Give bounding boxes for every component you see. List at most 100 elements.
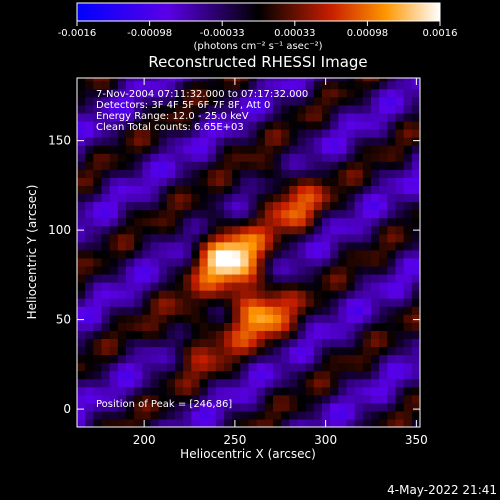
heatmap-cell: [305, 177, 315, 186]
heatmap-cell: [338, 153, 348, 162]
heatmap-cell: [117, 410, 127, 420]
heatmap-cell: [93, 410, 103, 420]
heatmap-cell: [93, 112, 103, 122]
heatmap-cell: [199, 330, 209, 339]
heatmap-cell: [362, 362, 372, 372]
heatmap-cell: [150, 418, 160, 427]
heatmap-cell: [93, 362, 103, 372]
heatmap-cell: [281, 298, 290, 307]
heatmap-cell: [379, 201, 388, 211]
heatmap-cell: [158, 161, 168, 170]
heatmap-cell: [215, 362, 225, 372]
heatmap-cell: [240, 306, 250, 315]
heatmap-cell: [411, 96, 420, 106]
heatmap-cell: [330, 330, 339, 339]
heatmap-cell: [313, 394, 323, 404]
heatmap-cell: [150, 394, 160, 404]
heatmap-cell: [232, 354, 241, 364]
heatmap-cell: [371, 273, 380, 283]
heatmap-cell: [379, 225, 388, 235]
heatmap-cell: [305, 257, 315, 267]
heatmap-cell: [371, 290, 380, 299]
heatmap-cell: [354, 298, 364, 307]
heatmap-cell: [289, 418, 299, 427]
heatmap-cell: [77, 249, 86, 259]
heatmap-cell: [330, 257, 339, 267]
heatmap-cell: [371, 169, 380, 178]
heatmap-cell: [248, 273, 258, 283]
heatmap-cell: [395, 217, 405, 227]
heatmap-cell: [191, 386, 201, 396]
heatmap-cell: [175, 394, 184, 404]
heatmap-cell: [134, 354, 143, 364]
heatmap-cell: [199, 386, 209, 396]
heatmap-cell: [158, 249, 168, 259]
heatmap-cell: [289, 129, 299, 138]
heatmap-cell: [297, 298, 307, 307]
heatmap-cell: [346, 290, 356, 299]
heatmap-cell: [273, 346, 282, 356]
heatmap-cell: [142, 185, 152, 195]
heatmap-cell: [224, 273, 233, 283]
heatmap-cell: [117, 177, 127, 186]
heatmap-cell: [281, 153, 290, 162]
heatmap-cell: [273, 314, 282, 323]
x-axis-ticks: 200 250 300 350: [133, 78, 428, 447]
heatmap-cell: [77, 145, 86, 154]
heatmap-cell: [215, 346, 225, 356]
heatmap-cell: [232, 241, 241, 251]
heatmap-cell: [354, 402, 364, 412]
heatmap-cell: [411, 282, 420, 291]
heatmap-cell: [264, 209, 274, 219]
heatmap-cell: [281, 80, 290, 90]
heatmap-cell: [85, 193, 94, 203]
heatmap-cell: [158, 88, 168, 98]
heatmap-cell: [346, 330, 356, 339]
heatmap-cell: [330, 112, 339, 122]
heatmap-cell: [362, 201, 372, 211]
heatmap-cell: [191, 346, 201, 356]
heatmap-cell: [215, 201, 225, 211]
heatmap-cell: [93, 80, 103, 90]
heatmap-cell: [142, 78, 152, 82]
heatmap-cell: [77, 112, 86, 122]
heatmap-cell: [248, 249, 258, 259]
heatmap-cell: [199, 249, 209, 259]
heatmap-cell: [109, 249, 119, 259]
x-tick-label: 350: [405, 433, 428, 447]
heatmap-cell: [240, 290, 250, 299]
heatmap-cell: [395, 193, 405, 203]
heatmap-cell: [93, 290, 103, 299]
heatmap-cell: [256, 402, 266, 412]
heatmap-cell: [232, 410, 241, 420]
heatmap-cell: [101, 386, 111, 396]
heatmap-cell: [289, 394, 299, 404]
heatmap-cell: [134, 112, 143, 122]
heatmap-cell: [126, 209, 135, 219]
heatmap-cell: [150, 322, 160, 331]
heatmap-cell: [207, 410, 217, 420]
heatmap-cell: [403, 193, 413, 203]
heatmap-cell: [142, 201, 152, 211]
heatmap-cell: [93, 153, 103, 162]
heatmap-cell: [289, 354, 299, 364]
heatmap-cell: [354, 96, 364, 106]
heatmap-cell: [183, 330, 192, 339]
heatmap-cell: [85, 394, 94, 404]
heatmap-cell: [109, 145, 119, 154]
heatmap-cell: [126, 362, 135, 372]
heatmap-cell: [101, 193, 111, 203]
heatmap-cell: [256, 265, 266, 275]
heatmap-cell: [273, 257, 282, 267]
heatmap-cell: [142, 402, 152, 412]
heatmap-cell: [273, 80, 282, 90]
heatmap-cell: [395, 112, 405, 122]
heatmap-cell: [256, 322, 266, 331]
heatmap-cell: [248, 241, 258, 251]
heatmap-cell: [305, 241, 315, 251]
heatmap-cell: [371, 378, 380, 388]
heatmap-cell: [379, 209, 388, 219]
heatmap-cell: [273, 129, 282, 138]
heatmap-cell: [248, 96, 258, 106]
heatmap-cell: [395, 225, 405, 235]
